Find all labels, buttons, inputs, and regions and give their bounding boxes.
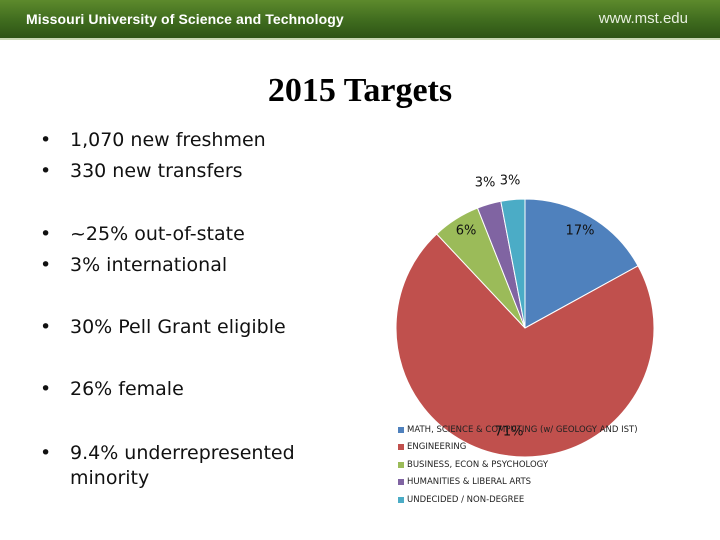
bullet-dot: • bbox=[40, 442, 52, 464]
legend-label: BUSINESS, ECON & PSYCHOLOGY bbox=[407, 459, 549, 470]
bullet-group-pell: • 30% Pell Grant eligible bbox=[40, 312, 286, 343]
bullet-text: 30% Pell Grant eligible bbox=[70, 316, 286, 338]
site-url: www.mst.edu bbox=[598, 10, 688, 27]
legend-swatch bbox=[398, 479, 404, 486]
bullet-item: • 30% Pell Grant eligible bbox=[40, 312, 286, 343]
bullet-dot: • bbox=[40, 378, 52, 400]
slide-title: 2015 Targets bbox=[267, 72, 453, 109]
header-banner: Missouri University of Science and Techn… bbox=[0, 0, 720, 40]
pie-slice bbox=[500, 198, 526, 329]
pie-slice bbox=[395, 233, 655, 458]
pie-chart: 17% 71% 6% 3% 3% bbox=[380, 165, 720, 540]
pie-data-label: 17% bbox=[565, 223, 595, 239]
bullet-text: 9.4% underrepresented minority bbox=[70, 442, 295, 489]
bullet-text: 1,070 new freshmen bbox=[70, 129, 266, 151]
bullet-dot: • bbox=[40, 160, 52, 182]
legend-swatch bbox=[398, 426, 404, 433]
legend-swatch bbox=[398, 496, 404, 503]
bullet-text: 26% female bbox=[70, 378, 184, 400]
bullet-dot: • bbox=[40, 223, 52, 245]
bullet-text: ~25% out-of-state bbox=[70, 223, 245, 245]
bullet-item: • 330 new transfers bbox=[40, 156, 266, 187]
bullet-item: • 1,070 new freshmen bbox=[40, 125, 266, 156]
bullet-group-residency: • ~25% out-of-state • 3% international bbox=[40, 219, 245, 281]
bullet-group-new-students: • 1,070 new freshmen • 330 new transfers bbox=[40, 125, 266, 187]
pie-data-label: 6% bbox=[455, 223, 477, 239]
institution-name: Missouri University of Science and Techn… bbox=[26, 11, 344, 27]
bullet-text: 3% international bbox=[70, 254, 228, 276]
pie-slice bbox=[524, 198, 639, 329]
legend-item: MATH, SCIENCE & COMPUTING (w/ GEOLOGY AN… bbox=[398, 421, 638, 439]
legend-swatch bbox=[398, 444, 404, 451]
pie-data-label: 71% bbox=[494, 424, 524, 440]
bullet-item: • 26% female bbox=[40, 374, 184, 405]
bullet-group-female: • 26% female bbox=[40, 374, 184, 405]
bullet-dot: • bbox=[40, 254, 52, 276]
legend-item: UNDECIDED / NON-DEGREE bbox=[398, 491, 638, 509]
legend-label: UNDECIDED / NON-DEGREE bbox=[407, 494, 525, 505]
chart-legend: MATH, SCIENCE & COMPUTING (w/ GEOLOGY AN… bbox=[398, 421, 638, 509]
pie-data-label: 3% bbox=[499, 173, 521, 189]
legend-item: BUSINESS, ECON & PSYCHOLOGY bbox=[398, 456, 638, 474]
legend-label: ENGINEERING bbox=[407, 442, 467, 453]
legend-label: HUMANITIES & LIBERAL ARTS bbox=[407, 477, 532, 488]
pie-chart-svg bbox=[395, 198, 655, 458]
bullet-dot: • bbox=[40, 316, 52, 338]
bullet-item: • 3% international bbox=[40, 250, 245, 281]
legend-label: MATH, SCIENCE & COMPUTING (w/ GEOLOGY AN… bbox=[407, 424, 638, 435]
bullet-item: • 9.4% underrepresented minority bbox=[40, 441, 340, 491]
pie-data-label: 3% bbox=[474, 175, 496, 191]
bullet-group-minority: • 9.4% underrepresented minority bbox=[40, 441, 340, 491]
bullet-text: 330 new transfers bbox=[70, 160, 243, 182]
legend-item: ENGINEERING bbox=[398, 439, 638, 457]
legend-swatch bbox=[398, 461, 404, 468]
legend-item: HUMANITIES & LIBERAL ARTS bbox=[398, 474, 638, 492]
bullet-dot: • bbox=[40, 129, 52, 151]
bullet-item: • ~25% out-of-state bbox=[40, 219, 245, 250]
